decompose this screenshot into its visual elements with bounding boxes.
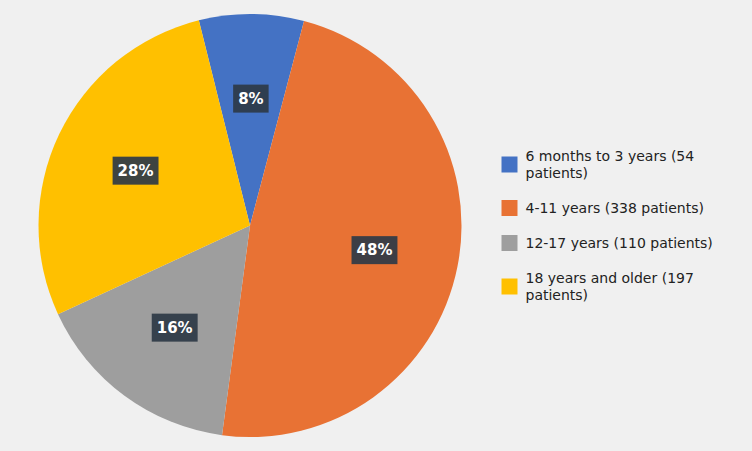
data-labels: 8% 48% 16% 28% xyxy=(113,85,398,342)
data-label: 48% xyxy=(357,241,393,259)
legend-label-line: patients) xyxy=(526,287,589,303)
legend-label: 18 years and older (197patients) xyxy=(526,270,694,303)
legend-label-line: 12-17 years (110 patients) xyxy=(526,235,713,251)
legend-swatch xyxy=(502,157,518,173)
pie xyxy=(38,14,461,437)
data-label-group: 28% xyxy=(113,157,159,185)
legend-label: 6 months to 3 years (54patients) xyxy=(526,148,695,181)
legend-item: 6 months to 3 years (54patients) xyxy=(502,148,695,181)
legend-item: 12-17 years (110 patients) xyxy=(502,235,713,251)
legend-label: 12-17 years (110 patients) xyxy=(526,235,713,251)
legend-item: 4-11 years (338 patients) xyxy=(502,200,704,216)
legend-swatch xyxy=(502,200,518,216)
legend-swatch xyxy=(502,235,518,251)
data-label: 8% xyxy=(238,90,263,108)
slice xyxy=(222,21,461,437)
data-label: 16% xyxy=(157,319,193,337)
data-label-group: 48% xyxy=(352,236,398,264)
legend: 6 months to 3 years (54patients)4-11 yea… xyxy=(502,148,713,303)
data-label-group: 16% xyxy=(152,314,198,342)
legend-label-line: 18 years and older (197 xyxy=(526,270,694,286)
chart: 8%48%16%28%6 months to 3 years (54patien… xyxy=(0,0,752,451)
slice xyxy=(38,20,250,314)
label-box xyxy=(233,85,268,113)
legend-label-line: 6 months to 3 years (54 xyxy=(526,148,695,164)
data-label: 28% xyxy=(118,162,154,180)
legend-label-line: 4-11 years (338 patients) xyxy=(526,200,704,216)
legend-swatch xyxy=(502,279,518,295)
label-box xyxy=(152,314,198,342)
legend-label-line: patients) xyxy=(526,165,589,181)
legend-item: 18 years and older (197patients) xyxy=(502,270,694,303)
label-box xyxy=(113,157,159,185)
label-box xyxy=(352,236,398,264)
data-label-group: 8% xyxy=(233,85,268,113)
legend-label: 4-11 years (338 patients) xyxy=(526,200,704,216)
